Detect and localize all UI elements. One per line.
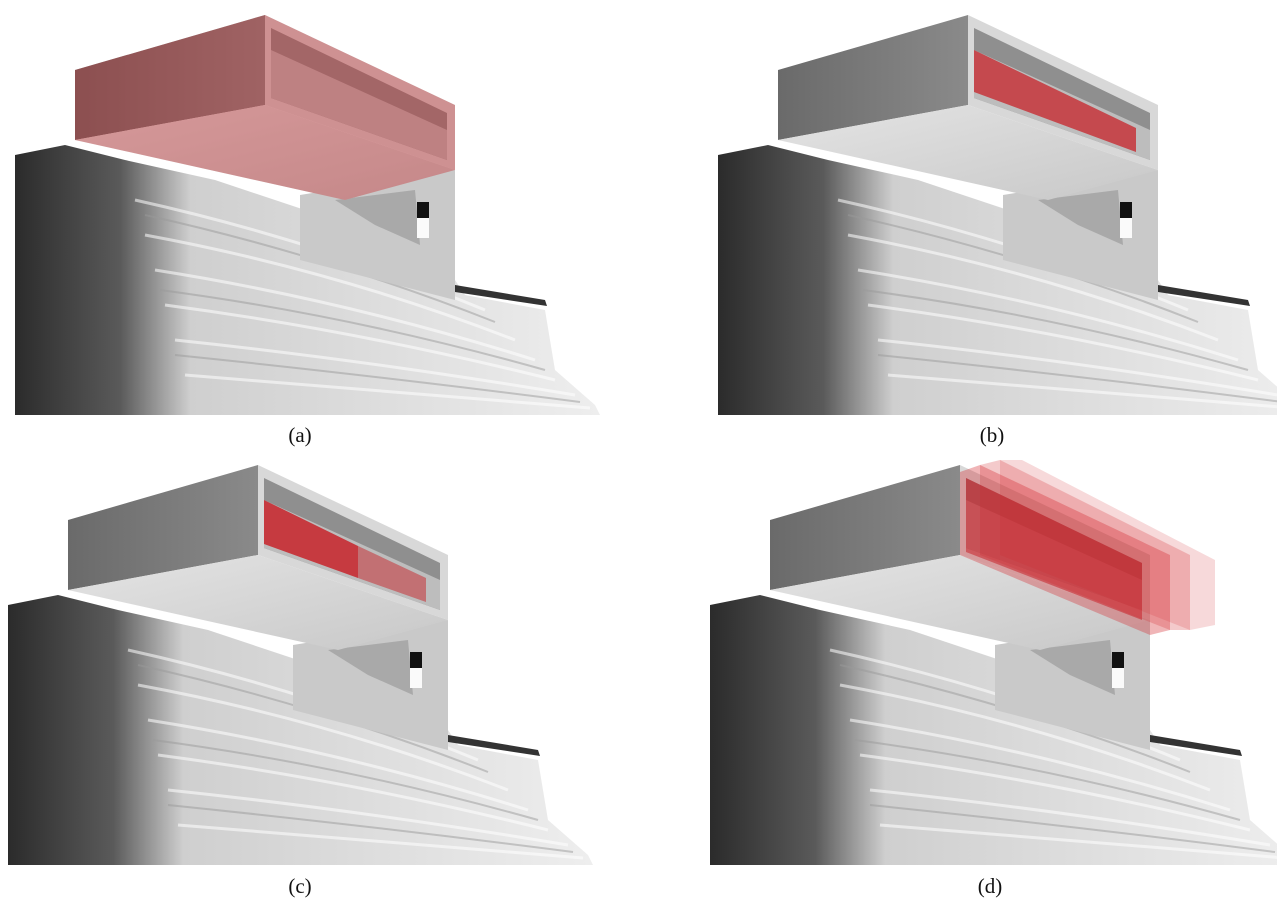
- figure: (a) (b) (c) (d): [0, 0, 1277, 909]
- caption: (b): [980, 423, 1005, 447]
- panel-a: [15, 15, 600, 415]
- page: (a) (b) (c) (d) (() => { const data = JS…: [0, 0, 1277, 909]
- caption: (c): [288, 874, 311, 898]
- panel-b: [718, 15, 1277, 415]
- panel-d: [710, 460, 1277, 865]
- panel-c: [8, 465, 593, 865]
- caption: (d): [978, 874, 1003, 898]
- caption: (a): [288, 423, 311, 447]
